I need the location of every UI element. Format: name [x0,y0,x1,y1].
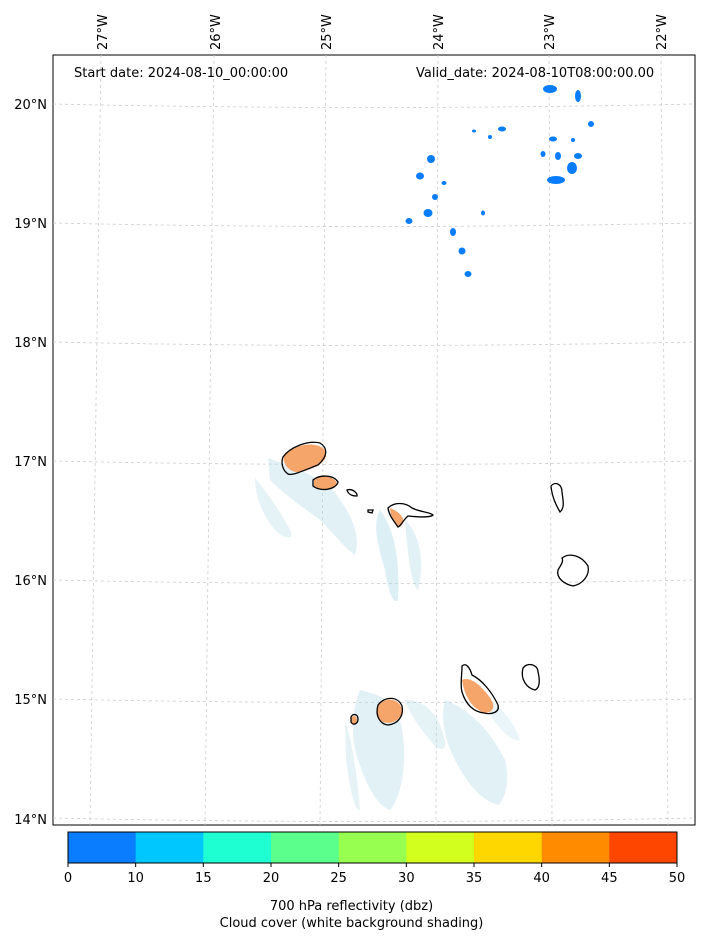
colorbar-segment [203,832,272,863]
colorbar-segment [609,832,678,863]
colorbar-segment [135,832,204,863]
colorbar-tick-label: 35 [466,871,483,886]
colorbar-segment [541,832,610,863]
lon-label-22w: 22°W [655,14,670,50]
lon-label-27w: 27°W [96,14,111,50]
colorbar-tick-label: 20 [263,871,280,886]
map-frame [52,54,696,826]
lon-label-25w: 25°W [320,14,335,50]
colorbar-frame [67,831,678,864]
lat-label-14n: 14°N [14,813,47,828]
colorbar-segment [271,832,340,863]
valid-date-label: Valid_date: 2024-08-10T08:00:00.00 [416,66,655,81]
colorbar-segments [68,832,678,863]
lat-label-15n: 15°N [14,693,47,708]
lon-label-26w: 26°W [209,14,224,50]
lat-label-19n: 19°N [14,217,47,232]
colorbar-label-line1: 700 hPa reflectivity (dbz) [269,899,434,914]
reflectivity-low-cells [405,85,594,277]
colorbar-segment [338,832,407,863]
colorbar-tick-label: 25 [330,871,347,886]
lat-labels: 20°N 19°N 18°N 17°N 16°N 15°N 14°N [14,98,47,828]
colorbar-tick-label: 30 [398,871,415,886]
colorbar-segment [406,832,475,863]
colorbar-tick-label: 10 [127,871,144,886]
reflectivity-high-cells [283,444,494,724]
start-date-label: Start date: 2024-08-10_00:00:00 [74,66,289,81]
lat-label-16n: 16°N [14,574,47,589]
colorbar: 0 10 15 20 25 30 35 40 45 50 [64,831,685,886]
lon-label-24w: 24°W [432,14,447,50]
colorbar-ticks: 0 10 15 20 25 30 35 40 45 50 [64,863,685,886]
colorbar-tick-label: 15 [195,871,212,886]
cloud-cover-shading [255,458,520,811]
gridlines [52,54,696,826]
colorbar-tick-label: 40 [533,871,550,886]
lat-label-17n: 17°N [14,455,47,470]
lon-labels: 27°W 26°W 25°W 24°W 23°W 22°W [96,14,670,50]
colorbar-tick-label: 0 [64,871,72,886]
colorbar-label-line2: Cloud cover (white background shading) [219,916,484,931]
island-outlines [281,441,589,726]
lat-label-18n: 18°N [14,336,47,351]
colorbar-tick-label: 45 [601,871,618,886]
colorbar-segment [68,832,137,863]
colorbar-segment [474,832,543,863]
lon-label-23w: 23°W [543,14,558,50]
lat-label-20n: 20°N [14,98,47,113]
colorbar-tick-label: 50 [669,871,686,886]
